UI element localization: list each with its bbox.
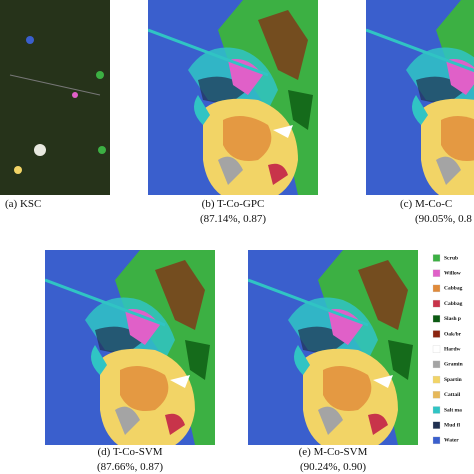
panel-a-image	[0, 0, 110, 195]
score: (90.05%, 0.8	[415, 213, 472, 225]
legend-swatch	[432, 345, 441, 353]
captions: (a) KSC (b) T-Co-GPC (87.14%, 0.87) (c) M-C…	[5, 198, 472, 473]
score: (87.14%, 0.87)	[200, 213, 266, 225]
panel-b-map	[148, 0, 318, 205]
score: (87.66%, 0.87)	[97, 461, 163, 473]
legend-swatch	[432, 391, 441, 399]
legend-label: Cattail	[444, 392, 461, 398]
panel-e-map	[248, 250, 418, 455]
legend-label: Cabbag	[444, 286, 463, 292]
caption: (e) M-Co-SVM	[299, 446, 368, 458]
legend-swatch	[432, 254, 441, 262]
legend-label: Salt ma	[444, 407, 462, 413]
legend-swatch	[432, 299, 441, 308]
panel-c-map	[366, 0, 474, 205]
legend-label: Scrub	[444, 255, 458, 261]
legend-swatch	[432, 315, 441, 323]
legend-label: Hardw	[444, 346, 461, 352]
legend-swatch	[432, 436, 441, 445]
legend-label: Cabbag	[444, 301, 463, 307]
caption: (c) M-Co-C	[400, 198, 452, 210]
legend-label: Gramin	[444, 362, 463, 368]
legend-label: Willow	[444, 270, 461, 276]
caption: (a) KSC	[5, 198, 41, 210]
legend-swatch	[432, 421, 441, 429]
legend-label: Oak/br	[444, 331, 462, 337]
legend-swatch	[432, 406, 441, 414]
legend-swatch	[432, 360, 441, 369]
legend-label: Water	[444, 438, 459, 444]
score: (90.24%, 0.90)	[300, 461, 366, 473]
caption: (b) T-Co-GPC	[202, 198, 265, 210]
panel-d-map	[45, 250, 215, 455]
legend-label: Slash p	[444, 316, 461, 322]
legend-swatch	[432, 375, 441, 384]
legend-swatch	[432, 284, 441, 293]
legend: Scrub Willow Cabbag Cabbag Slash p Oak/br Hard…	[432, 254, 463, 445]
legend-label: Mud fl	[444, 422, 461, 428]
legend-label: Spartin	[444, 377, 462, 383]
legend-swatch	[432, 330, 441, 338]
caption: (d) T-Co-SVM	[97, 446, 162, 458]
legend-swatch	[432, 269, 441, 277]
